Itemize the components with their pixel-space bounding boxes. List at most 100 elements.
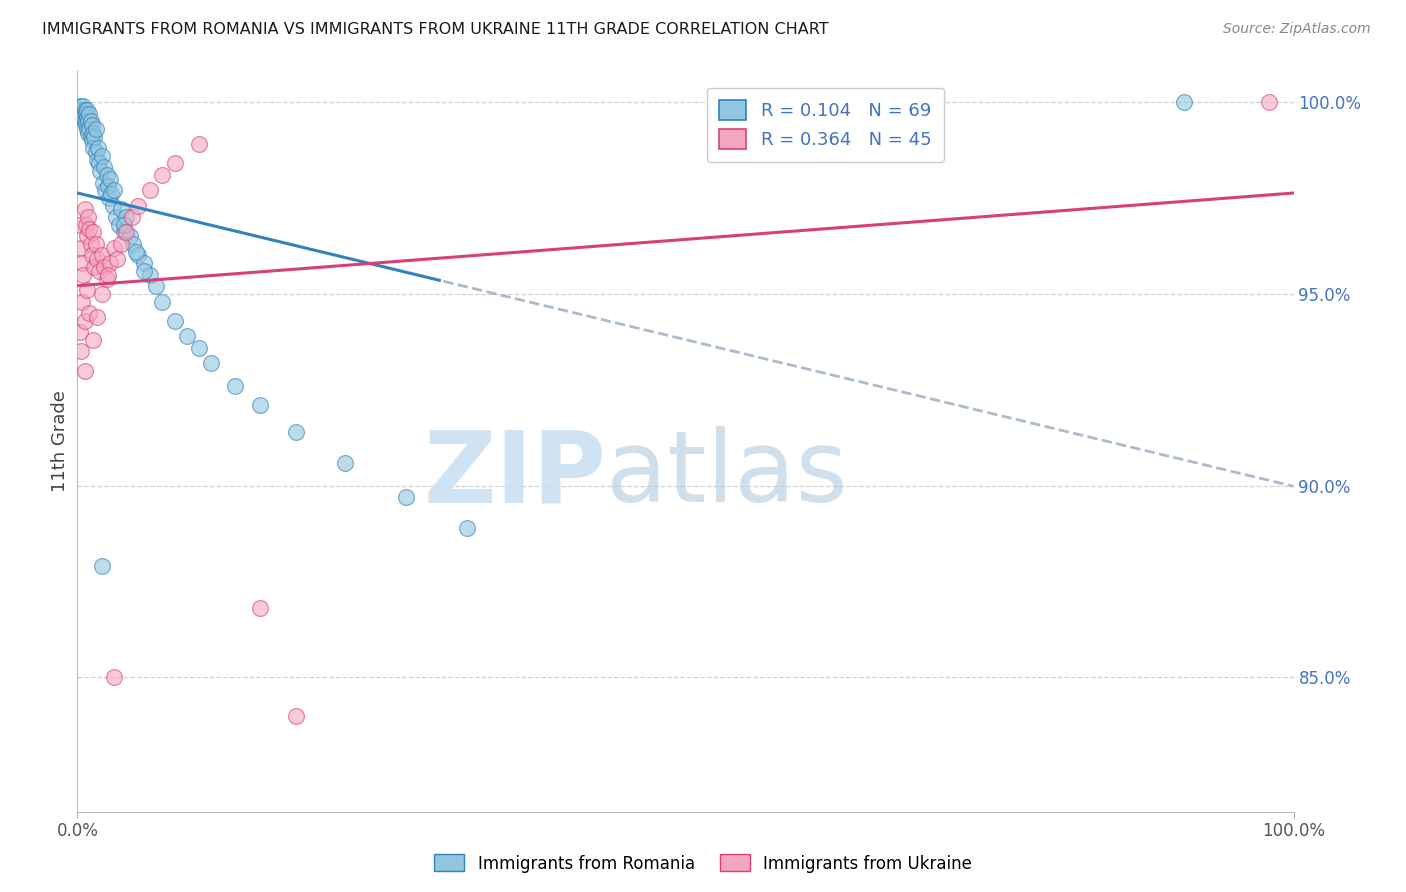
Point [249,398,271,412]
Point [224,379,246,393]
Point [83,260,105,274]
Point [73,114,96,128]
Point [90,559,112,574]
Point [94,183,117,197]
Point [73,103,96,117]
Point [285,425,308,439]
Point [79,122,101,136]
Point [122,237,145,252]
Point [90,286,112,301]
Point [96,168,118,182]
Point [176,329,198,343]
Point [188,341,211,355]
Point [84,145,107,159]
Point [80,237,103,252]
Point [118,229,141,244]
Point [82,126,104,140]
Text: ZIP: ZIP [423,426,606,524]
Point [75,218,97,232]
Point [1258,95,1281,109]
Point [97,191,120,205]
Text: IMMIGRANTS FROM ROMANIA VS IMMIGRANTS FROM UKRAINE 11TH GRADE CORRELATION CHART: IMMIGRANTS FROM ROMANIA VS IMMIGRANTS FR… [42,22,828,37]
Point [79,306,101,320]
Point [72,106,94,120]
Point [72,99,94,113]
Point [76,229,98,244]
Point [249,601,271,615]
Point [73,314,96,328]
Point [96,271,118,285]
Point [70,294,93,309]
Point [69,99,91,113]
Point [80,114,103,128]
Point [103,670,125,684]
Point [80,118,103,132]
Point [285,708,308,723]
Point [80,129,103,144]
Text: atlas: atlas [606,426,848,524]
Point [75,118,97,132]
Point [76,111,98,125]
Point [200,356,222,370]
Point [77,210,100,224]
Point [76,103,98,117]
Point [77,114,100,128]
Point [152,294,174,309]
Point [333,456,356,470]
Point [86,252,108,267]
Point [89,164,111,178]
Point [110,202,132,217]
Point [77,126,100,140]
Point [69,325,91,339]
Point [127,248,149,262]
Point [91,176,114,190]
Point [79,106,101,120]
Point [105,210,128,224]
Point [97,268,120,282]
Point [188,137,211,152]
Point [70,103,93,117]
Point [84,237,107,252]
Point [80,248,103,262]
Point [70,256,93,270]
Y-axis label: 11th Grade: 11th Grade [51,391,69,492]
Legend: R = 0.104   N = 69, R = 0.364   N = 45: R = 0.104 N = 69, R = 0.364 N = 45 [707,87,943,161]
Point [107,252,129,267]
Point [127,199,149,213]
Point [145,279,167,293]
Point [70,344,93,359]
Point [115,226,138,240]
Point [115,210,138,224]
Point [70,106,93,120]
Point [90,149,112,163]
Point [89,156,111,170]
Point [76,283,98,297]
Point [97,179,120,194]
Point [86,153,108,167]
Point [72,268,94,282]
Point [1173,95,1195,109]
Point [101,199,124,213]
Point [76,122,98,136]
Point [82,226,104,240]
Point [73,363,96,377]
Point [93,161,115,175]
Point [70,241,93,255]
Point [103,183,125,197]
Point [395,490,418,504]
Point [73,202,96,217]
Point [112,218,135,232]
Point [98,171,121,186]
Point [163,156,186,170]
Point [69,218,91,232]
Point [84,122,107,136]
Point [79,221,101,235]
Point [86,310,108,324]
Point [98,256,121,270]
Point [89,264,111,278]
Point [139,268,162,282]
Point [82,333,104,347]
Point [152,168,174,182]
Legend: Immigrants from Romania, Immigrants from Ukraine: Immigrants from Romania, Immigrants from… [427,847,979,880]
Point [163,314,186,328]
